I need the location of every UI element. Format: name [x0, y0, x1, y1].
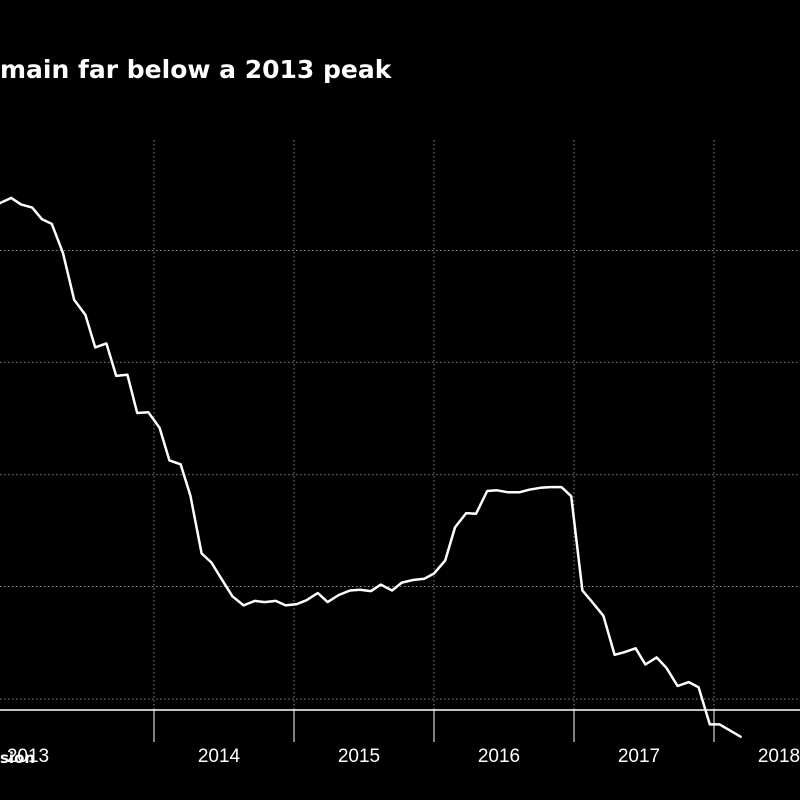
x-tick-label: 2015: [338, 746, 380, 767]
x-tick-label: 2016: [478, 746, 520, 767]
source-note: sion: [0, 749, 36, 767]
x-axis: 2013 2014 2015 2016 2017 2018: [0, 709, 800, 767]
x-tick-label: 2013: [7, 746, 49, 767]
series-line: [0, 196, 742, 738]
gridlines: [0, 140, 800, 710]
x-tick-label: 2014: [198, 746, 241, 767]
x-tick-label: 2017: [618, 746, 660, 767]
series: [0, 196, 742, 738]
x-tick-label: 2018: [758, 746, 800, 767]
chart-title: main far below a 2013 peak: [0, 55, 392, 84]
